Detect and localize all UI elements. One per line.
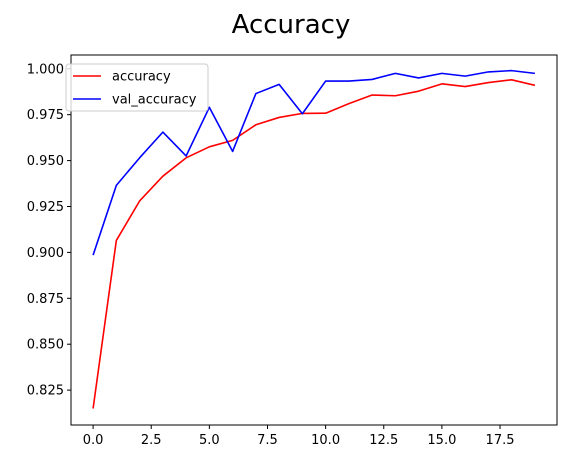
legend-box bbox=[65, 63, 209, 112]
x-tick-label: 0.0 bbox=[83, 433, 104, 448]
x-tick-label: 12.5 bbox=[369, 433, 398, 448]
x-tick-label: 7.5 bbox=[257, 433, 278, 448]
x-tick-label: 15.0 bbox=[427, 433, 456, 448]
y-tick-label: 0.925 bbox=[27, 200, 64, 215]
y-tick-label: 0.825 bbox=[27, 384, 64, 399]
plot-lines bbox=[92, 69, 536, 409]
y-tick-label: 1.000 bbox=[27, 62, 64, 77]
legend-label-accuracy: accuracy bbox=[112, 70, 171, 85]
x-tick-label: 2.5 bbox=[141, 433, 162, 448]
accuracy-line bbox=[92, 78, 536, 409]
legend: accuracy val_accuracy bbox=[65, 63, 209, 112]
chart-title: Accuracy bbox=[232, 10, 351, 40]
legend-label-val-accuracy: val_accuracy bbox=[112, 93, 197, 108]
y-axis: 0.825 0.850 0.875 0.900 0.925 0.950 0.975 1.000 bbox=[27, 62, 71, 399]
y-tick-label: 0.975 bbox=[27, 108, 64, 123]
y-tick-label: 0.900 bbox=[27, 246, 64, 261]
x-tick-label: 10.0 bbox=[311, 433, 340, 448]
x-tick-label: 17.5 bbox=[486, 433, 515, 448]
y-tick-label: 0.875 bbox=[27, 292, 64, 307]
x-tick-label: 5.0 bbox=[199, 433, 220, 448]
x-axis: 0.0 2.5 5.0 7.5 10.0 12.5 15.0 17.5 bbox=[83, 425, 515, 448]
y-tick-label: 0.850 bbox=[27, 338, 64, 353]
y-tick-label: 0.950 bbox=[27, 154, 64, 169]
plot-frame bbox=[70, 54, 558, 426]
val-accuracy-line bbox=[92, 69, 536, 256]
